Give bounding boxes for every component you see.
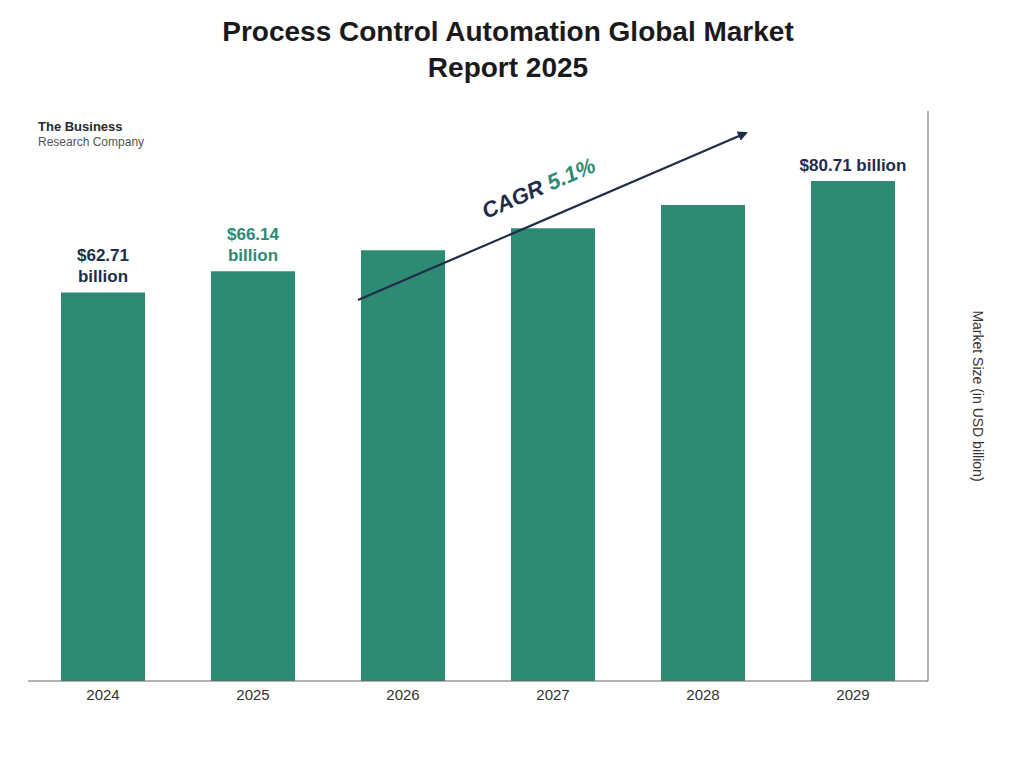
svg-text:2025: 2025 [236, 685, 269, 702]
svg-text:2029: 2029 [836, 685, 869, 702]
svg-text:2026: 2026 [386, 685, 419, 702]
svg-text:CAGR 5.1%: CAGR 5.1% [478, 152, 599, 223]
svg-text:2027: 2027 [536, 685, 569, 702]
svg-text:Market Size (in USD billion): Market Size (in USD billion) [970, 310, 986, 481]
svg-text:$62.71billion: $62.71billion [77, 246, 129, 286]
html-text:Research Company: Research Company [38, 135, 145, 149]
html-text:Report 2025: Report 2025 [427, 52, 589, 84]
html-text:The Business: The Business [38, 118, 123, 134]
svg-text:$80.71 billion: $80.71 billion [800, 156, 907, 175]
svg-text:2028: 2028 [686, 685, 719, 702]
html-text:Process Control Automation Glo: Process Control Automation Global Market [222, 16, 794, 47]
svg-text:2024: 2024 [86, 685, 119, 702]
svg-text:$66.14billion: $66.14billion [227, 225, 280, 265]
